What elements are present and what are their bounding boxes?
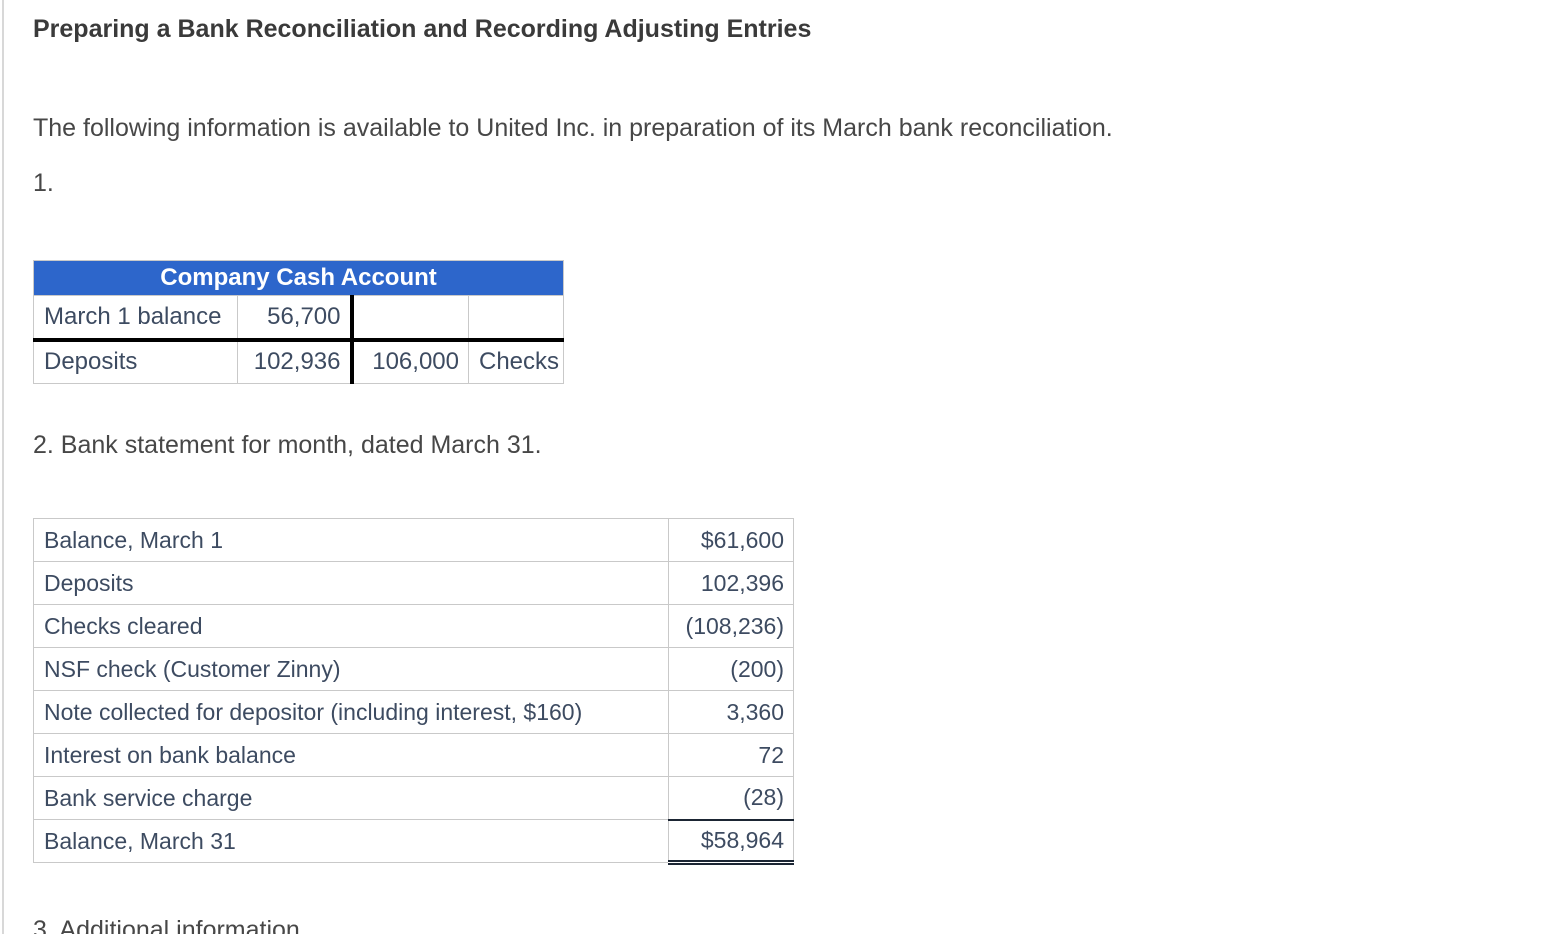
page-title: Preparing a Bank Reconciliation and Reco… xyxy=(33,15,812,43)
table-row: Balance, March 1 $61,600 xyxy=(33,518,794,562)
cash-account-table: Company Cash Account March 1 balance 56,… xyxy=(32,260,565,384)
cash-row-label: Deposits xyxy=(33,339,238,384)
cash-row-credit-label xyxy=(467,295,565,342)
table-row: Bank service charge (28) xyxy=(33,776,794,820)
statement-label: Balance, March 1 xyxy=(33,518,669,562)
table-row: Note collected for depositor (including … xyxy=(33,690,794,734)
statement-label: NSF check (Customer Zinny) xyxy=(33,647,669,691)
table-row: March 1 balance 56,700 xyxy=(33,295,565,342)
statement-amount: (28) xyxy=(668,776,794,820)
cash-account-header-row: Company Cash Account xyxy=(32,260,565,296)
statement-label: Bank service charge xyxy=(33,776,669,820)
cash-row-credit: 106,000 xyxy=(349,339,469,384)
statement-amount: 102,396 xyxy=(668,561,794,605)
table-row: Balance, March 31 $58,964 xyxy=(33,818,794,865)
statement-label: Interest on bank balance xyxy=(33,733,669,777)
statement-label: Deposits xyxy=(33,561,669,605)
statement-total-amount: $58,964 xyxy=(668,818,794,865)
statement-amount: 72 xyxy=(668,733,794,777)
statement-label: Checks cleared xyxy=(33,604,669,648)
statement-amount: 3,360 xyxy=(668,690,794,734)
table-row: Deposits 102,396 xyxy=(33,561,794,605)
table-row: Interest on bank balance 72 xyxy=(33,733,794,777)
table-row: Checks cleared (108,236) xyxy=(33,604,794,648)
statement-amount: (200) xyxy=(668,647,794,691)
statement-amount: (108,236) xyxy=(668,604,794,648)
table-row: Deposits 102,936 106,000 Checks xyxy=(33,339,565,384)
intro-text: The following information is available t… xyxy=(33,114,1113,142)
list-item-3: 3. Additional information xyxy=(33,916,300,934)
statement-label: Balance, March 31 xyxy=(33,819,669,863)
statement-label: Note collected for depositor (including … xyxy=(33,690,669,734)
list-item-1: 1. xyxy=(33,169,54,197)
cash-row-debit: 56,700 xyxy=(237,295,352,342)
bank-statement-table: Balance, March 1 $61,600 Deposits 102,39… xyxy=(33,518,794,865)
cash-row-debit: 102,936 xyxy=(237,339,352,384)
cash-row-label: March 1 balance xyxy=(33,295,238,342)
list-item-2: 2. Bank statement for month, dated March… xyxy=(33,431,542,459)
cash-row-credit-label: Checks xyxy=(467,339,565,384)
cash-row-credit xyxy=(349,295,469,342)
table-row: NSF check (Customer Zinny) (200) xyxy=(33,647,794,691)
statement-amount: $61,600 xyxy=(668,518,794,562)
cash-account-title: Company Cash Account xyxy=(32,260,565,296)
